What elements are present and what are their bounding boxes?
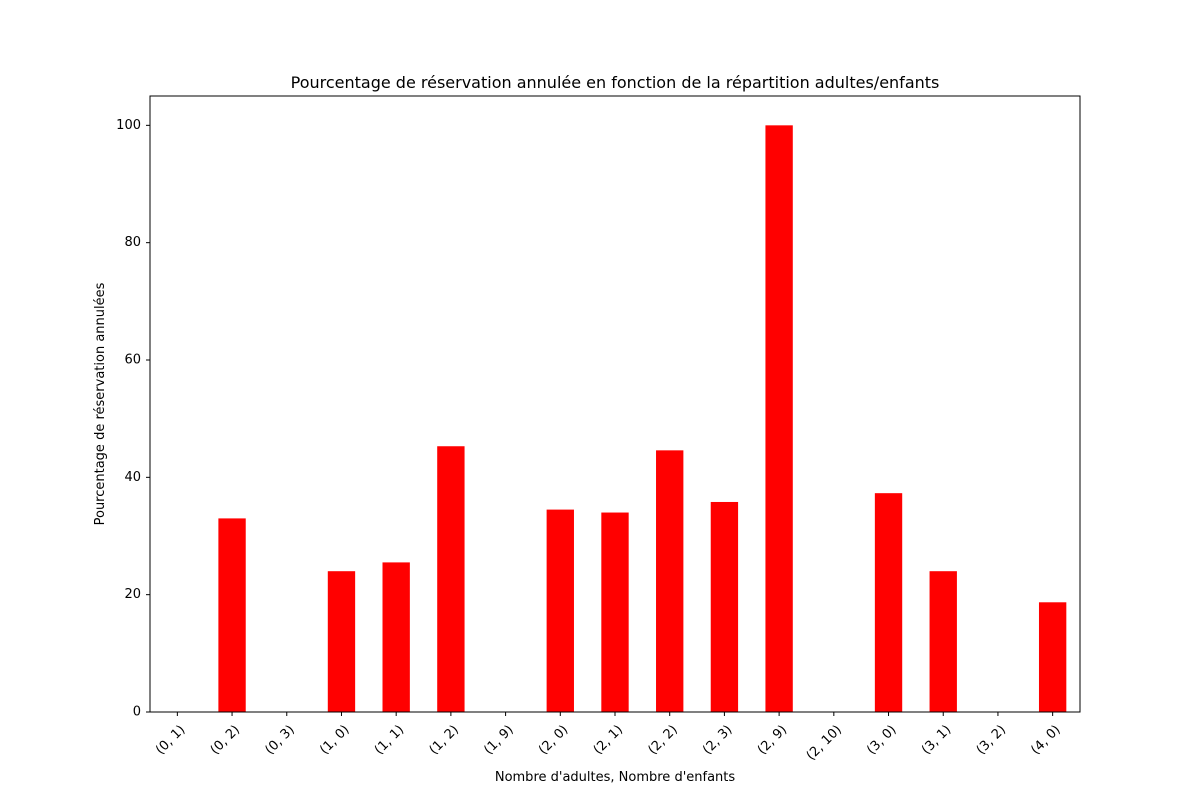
bar <box>327 571 356 712</box>
chart-title: Pourcentage de réservation annulée en fo… <box>291 73 940 92</box>
bar <box>437 446 465 712</box>
x-axis-label: Nombre d'adultes, Nombre d'enfants <box>495 770 736 785</box>
y-tick-label: 40 <box>124 470 141 485</box>
y-tick-label: 100 <box>116 118 141 133</box>
y-tick-label: 20 <box>124 587 141 602</box>
y-tick-label: 80 <box>124 235 141 250</box>
y-axis-ticks: 0 20 40 60 80 100 <box>116 118 150 720</box>
y-tick-label: 60 <box>124 353 141 368</box>
bar <box>382 562 410 712</box>
y-axis-label: Pourcentage de réservation annulées <box>93 282 108 525</box>
y-tick-label: 0 <box>133 705 141 720</box>
bar <box>874 493 903 712</box>
bar <box>218 518 246 712</box>
bar <box>601 512 629 712</box>
bar <box>929 571 957 712</box>
bar <box>656 450 684 712</box>
bar <box>546 509 574 712</box>
plot-frame <box>149 95 1081 713</box>
bars-layer <box>218 125 1067 713</box>
bar <box>765 125 793 713</box>
bar <box>1038 602 1067 712</box>
bar <box>710 501 739 712</box>
